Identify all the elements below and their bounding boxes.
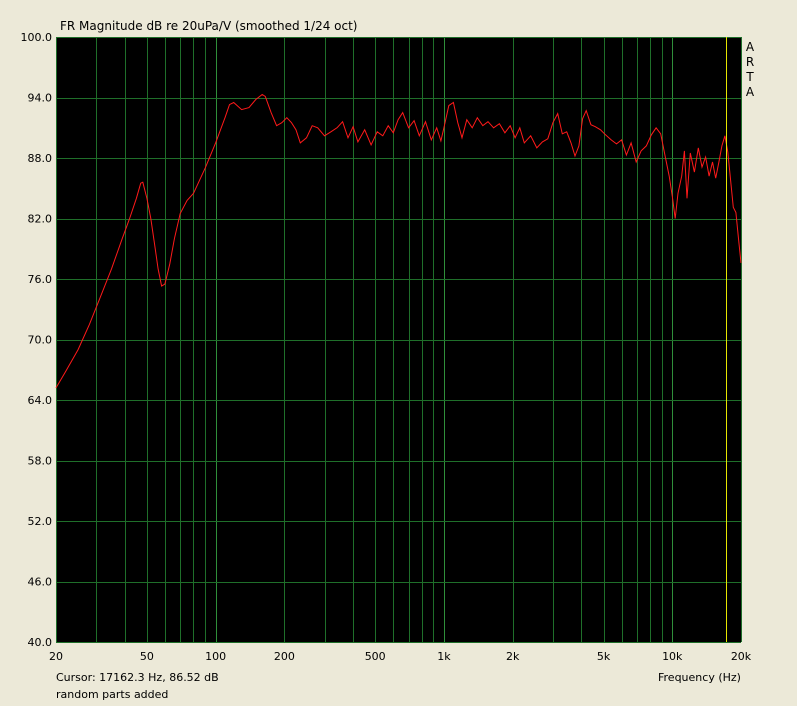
x-tick-label: 20 [49, 650, 63, 663]
y-tick-label: 64.0 [28, 394, 53, 407]
plot-area[interactable] [56, 37, 741, 642]
y-tick-label: 76.0 [28, 273, 53, 286]
watermark-letter: A [746, 85, 755, 99]
x-tick-label: 20k [731, 650, 752, 663]
y-tick-label: 100.0 [21, 31, 53, 44]
y-tick-label: 88.0 [28, 152, 53, 165]
x-tick-label: 5k [597, 650, 611, 663]
x-tick-label: 50 [140, 650, 154, 663]
y-tick-label: 94.0 [28, 92, 53, 105]
y-tick-label: 52.0 [28, 515, 53, 528]
x-axis-ticks: 20 50 100 200 500 1k 2k 5k 10k 20k [49, 650, 752, 663]
x-tick-label: 10k [662, 650, 683, 663]
y-tick-label: 82.0 [28, 213, 53, 226]
frequency-response-series [55, 93, 742, 389]
y-axis-ticks: 100.0 94.0 88.0 82.0 76.0 70.0 64.0 58.0 52.0 46.… [21, 31, 53, 649]
x-tick-label: 100 [205, 650, 226, 663]
x-axis-label: Frequency (Hz) [658, 671, 741, 684]
watermark-letter: A [746, 40, 755, 54]
status-note: random parts added [56, 688, 168, 701]
x-tick-label: 2k [506, 650, 520, 663]
y-tick-label: 70.0 [28, 334, 53, 347]
watermark-letter: R [746, 55, 754, 69]
x-tick-label: 1k [437, 650, 451, 663]
y-tick-label: 40.0 [28, 636, 53, 649]
chart-title: FR Magnitude dB re 20uPa/V (smoothed 1/2… [60, 19, 358, 33]
y-tick-label: 46.0 [28, 576, 53, 589]
y-tick-label: 58.0 [28, 455, 53, 468]
cursor-readout: Cursor: 17162.3 Hz, 86.52 dB [56, 671, 219, 684]
watermark-letter: T [745, 70, 754, 84]
x-tick-label: 200 [274, 650, 295, 663]
x-tick-label: 500 [365, 650, 386, 663]
grid [56, 37, 742, 643]
